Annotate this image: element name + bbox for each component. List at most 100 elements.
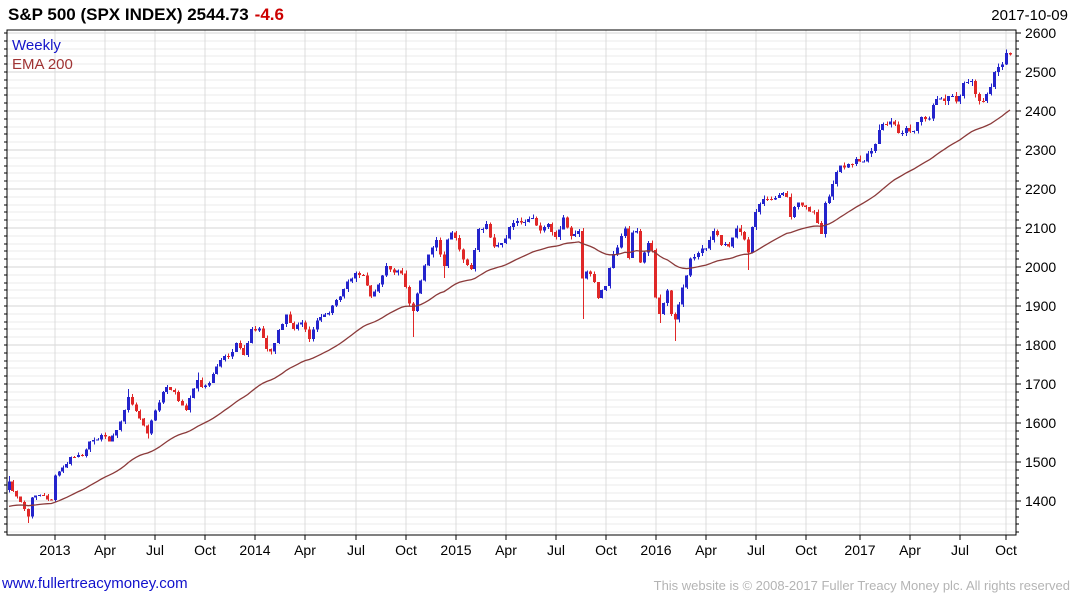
candle-body bbox=[323, 314, 326, 317]
candle-body bbox=[496, 245, 499, 247]
candle-body bbox=[520, 220, 523, 223]
candle-body bbox=[308, 329, 311, 339]
candle-body bbox=[373, 291, 376, 297]
candle-body bbox=[731, 237, 734, 247]
candle-body bbox=[265, 337, 268, 349]
candle-body bbox=[535, 217, 538, 226]
candle-body bbox=[801, 202, 804, 206]
candle-body bbox=[385, 265, 388, 276]
x-axis-label: 2013 bbox=[39, 542, 70, 558]
candle-body bbox=[65, 463, 68, 468]
candle-body bbox=[427, 254, 430, 266]
candle-body bbox=[100, 435, 103, 440]
candle-body bbox=[235, 343, 238, 353]
candle-body bbox=[188, 397, 191, 411]
candle-body bbox=[593, 273, 596, 283]
candle-body bbox=[697, 252, 700, 258]
candle-body bbox=[419, 280, 422, 294]
candle-body bbox=[851, 164, 854, 166]
candle-body bbox=[985, 94, 988, 102]
candle-body bbox=[208, 382, 211, 386]
candle-body bbox=[11, 481, 14, 492]
candle-body bbox=[989, 87, 992, 95]
candle-body bbox=[751, 226, 754, 253]
candle-body bbox=[858, 158, 861, 162]
candle-body bbox=[612, 254, 615, 268]
candle-body bbox=[327, 312, 330, 315]
site-link[interactable]: www.fullertreacymoney.com bbox=[2, 575, 188, 592]
candle-body bbox=[58, 471, 61, 476]
candle-body bbox=[285, 314, 288, 324]
candle-body bbox=[689, 258, 692, 276]
candle-body bbox=[123, 410, 126, 422]
candle-body bbox=[262, 328, 265, 338]
candle-body bbox=[670, 290, 673, 314]
candle-body bbox=[916, 122, 919, 131]
candle-body bbox=[878, 130, 881, 144]
candle-body bbox=[720, 234, 723, 245]
candle-body bbox=[885, 123, 888, 125]
candle-body bbox=[485, 224, 488, 229]
candle-body bbox=[650, 243, 653, 250]
candle-body bbox=[781, 193, 784, 196]
candle-body bbox=[73, 456, 76, 458]
candle-body bbox=[346, 281, 349, 289]
candle-body bbox=[724, 243, 727, 245]
candle-body bbox=[928, 118, 931, 120]
candle-body bbox=[258, 328, 261, 331]
candle-body bbox=[81, 454, 84, 456]
candle-body bbox=[573, 233, 576, 236]
x-axis-label: 2016 bbox=[640, 542, 671, 558]
candle-body bbox=[893, 121, 896, 125]
x-axis-label: Jul bbox=[146, 542, 164, 558]
candle-body bbox=[712, 231, 715, 241]
candle-body bbox=[142, 418, 145, 426]
candle-body bbox=[828, 196, 831, 204]
candle-body bbox=[962, 82, 965, 96]
candle-body bbox=[831, 183, 834, 197]
candle-body bbox=[239, 343, 242, 348]
x-axis-label: Jul bbox=[347, 542, 365, 558]
candle-body bbox=[677, 304, 680, 320]
candle-body bbox=[242, 347, 245, 355]
candle-body bbox=[316, 320, 319, 330]
candle-body bbox=[366, 275, 369, 286]
candle-body bbox=[150, 420, 153, 434]
candle-body bbox=[400, 270, 403, 274]
candle-body bbox=[897, 124, 900, 133]
candle-body bbox=[46, 495, 49, 500]
candle-body bbox=[362, 274, 365, 276]
candle-body bbox=[339, 296, 342, 301]
candle-body bbox=[85, 449, 88, 456]
candle-body bbox=[92, 440, 95, 442]
candle-body bbox=[131, 396, 134, 405]
candle-body bbox=[342, 288, 345, 297]
candle-body bbox=[273, 342, 276, 352]
candle-body bbox=[674, 313, 677, 320]
candle-body bbox=[693, 257, 696, 259]
candle-body bbox=[600, 289, 603, 298]
candle-body bbox=[951, 95, 954, 97]
candle-body bbox=[331, 305, 334, 313]
ema-line bbox=[8, 109, 1011, 508]
candle-body bbox=[27, 508, 30, 517]
x-axis-label: 2015 bbox=[440, 542, 471, 558]
candle-body bbox=[523, 221, 526, 223]
x-axis-label: 2014 bbox=[239, 542, 270, 558]
candle-body bbox=[943, 98, 946, 102]
candle-body bbox=[508, 227, 511, 239]
candle-body bbox=[658, 297, 661, 314]
candle-body bbox=[404, 273, 407, 288]
candle-body bbox=[970, 80, 973, 82]
candle-body bbox=[550, 224, 553, 233]
candle-body bbox=[493, 237, 496, 247]
candle-body bbox=[88, 441, 91, 450]
candle-body bbox=[912, 130, 915, 132]
candle-body bbox=[562, 217, 565, 230]
candle-body bbox=[566, 217, 569, 228]
candle-body bbox=[192, 388, 195, 398]
candle-body bbox=[300, 322, 303, 325]
y-axis-label: 1800 bbox=[1025, 337, 1056, 353]
candle-body bbox=[608, 267, 611, 287]
